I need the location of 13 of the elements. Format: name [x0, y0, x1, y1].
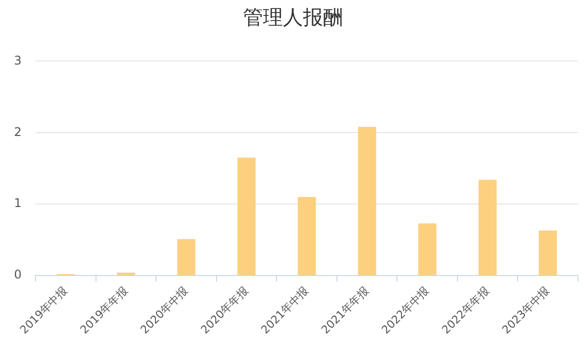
bar [418, 223, 436, 276]
bar [538, 230, 557, 276]
bar [478, 180, 497, 276]
y-tick-label: 2 [14, 124, 22, 139]
y-tick-label: 0 [14, 268, 22, 282]
chart-title: 管理人报酬 [242, 4, 344, 31]
bar [177, 239, 196, 276]
y-tick-label: 1 [14, 196, 22, 210]
bar [238, 158, 256, 276]
bar [298, 196, 316, 276]
y-tick-label: 3 [14, 53, 22, 68]
bar [358, 126, 376, 276]
bar [116, 272, 136, 276]
